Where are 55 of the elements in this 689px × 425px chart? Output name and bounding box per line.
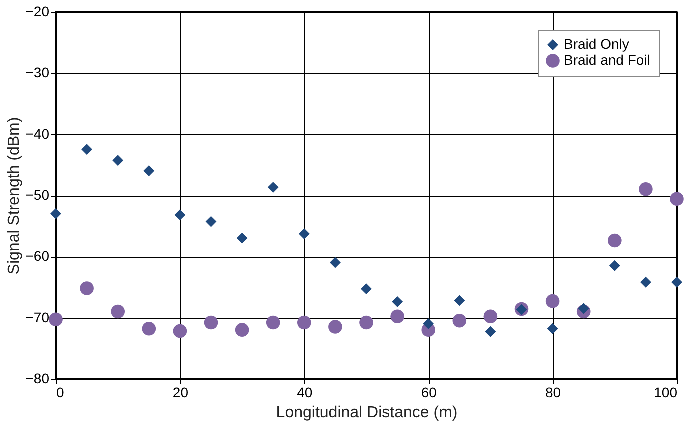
point xyxy=(204,316,218,330)
point xyxy=(49,312,63,327)
point xyxy=(298,316,312,330)
point xyxy=(578,303,590,314)
legend-label: Braid Only xyxy=(564,36,630,52)
point xyxy=(392,296,404,308)
y-tick-label: −30 xyxy=(26,64,50,81)
point xyxy=(454,295,466,306)
x-tick-label: 80 xyxy=(546,384,562,400)
y-tick-label: −20 xyxy=(26,4,50,20)
legend-label: Braid and Foil xyxy=(564,52,650,68)
point xyxy=(547,323,558,334)
x-tick-label: 100 xyxy=(654,384,678,400)
x-tick-label: 0 xyxy=(56,384,64,400)
y-tick-label: −50 xyxy=(26,187,50,203)
point xyxy=(484,310,498,324)
point xyxy=(639,182,653,196)
point xyxy=(608,234,622,248)
point xyxy=(670,192,684,206)
point xyxy=(423,318,434,330)
x-tick-label: 40 xyxy=(297,384,313,400)
x-tick-label: 60 xyxy=(421,384,438,400)
point xyxy=(142,322,156,336)
point xyxy=(298,228,310,240)
point xyxy=(452,314,467,328)
point xyxy=(360,316,374,330)
point xyxy=(390,310,404,324)
point xyxy=(361,284,372,295)
point xyxy=(50,208,62,220)
point xyxy=(268,182,279,194)
point xyxy=(82,144,93,156)
point xyxy=(328,320,342,334)
point xyxy=(206,216,217,228)
point xyxy=(111,304,125,319)
y-axis-title: Signal Strength (dBm) xyxy=(6,117,23,275)
point xyxy=(640,276,652,288)
point xyxy=(266,316,280,330)
point xyxy=(112,155,124,166)
point xyxy=(80,282,94,296)
y-tick-label: −60 xyxy=(26,248,50,264)
point xyxy=(144,166,155,177)
y-tick-label: −70 xyxy=(26,309,50,326)
point xyxy=(235,323,250,337)
point xyxy=(485,326,496,338)
point xyxy=(174,210,186,221)
y-tick-label: −80 xyxy=(26,370,50,386)
x-axis-title: Longitudinal Distance (m) xyxy=(276,404,458,422)
point xyxy=(173,324,188,338)
point xyxy=(609,260,620,272)
point xyxy=(546,294,560,308)
point xyxy=(236,232,248,244)
y-tick-label: −40 xyxy=(26,126,50,142)
point xyxy=(330,257,341,268)
point xyxy=(672,276,682,288)
x-tick-label: 20 xyxy=(172,384,189,400)
